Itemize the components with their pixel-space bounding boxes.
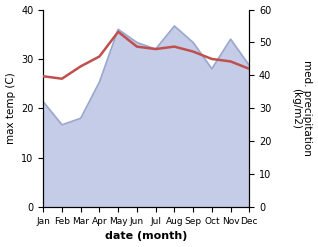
X-axis label: date (month): date (month) bbox=[105, 231, 187, 242]
Y-axis label: max temp (C): max temp (C) bbox=[5, 72, 16, 144]
Y-axis label: med. precipitation
(kg/m2): med. precipitation (kg/m2) bbox=[291, 61, 313, 156]
